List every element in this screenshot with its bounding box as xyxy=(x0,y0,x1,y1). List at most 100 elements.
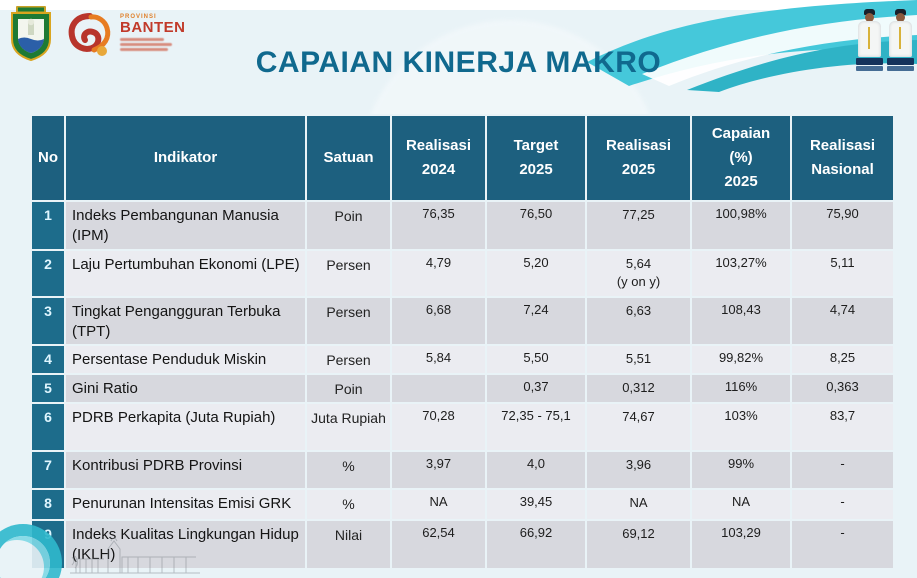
cell-satuan: % xyxy=(305,450,392,490)
cell-capaian_2025: 103,27% xyxy=(690,248,792,298)
cell-capaian_2025: NA xyxy=(690,488,792,521)
cell-realisasi_nasional: - xyxy=(790,450,895,490)
col-header-target_2025: Target 2025 xyxy=(485,114,587,202)
cell-indikator: Kontribusi PDRB Provinsi xyxy=(64,450,307,490)
table-row: 1 Indeks Pembangunan Manusia (IPM) Poin 76,… xyxy=(30,200,895,251)
cell-satuan: Persen xyxy=(305,295,392,346)
governor-vice-governor-photo-icon xyxy=(856,7,914,73)
logo-tagline-line xyxy=(120,42,172,46)
cell-realisasi_2025: 6,63 xyxy=(585,295,692,346)
cell-capaian_2025: 103,29 xyxy=(690,519,792,570)
cell-no: 8 xyxy=(30,488,66,521)
table-row: 2 Laju Pertumbuhan Ekonomi (LPE) Persen 4,7… xyxy=(30,248,895,298)
cell-realisasi_nasional: 4,74 xyxy=(790,295,895,346)
table-row: 3 Tingkat Pengangguran Terbuka (TPT) Perse… xyxy=(30,295,895,346)
logo-tagline-line xyxy=(120,47,168,51)
cell-realisasi_nasional: 5,11 xyxy=(790,248,895,298)
header-row: No Indikator Satuan Realisasi 2024 Target 20… xyxy=(30,114,895,202)
col-header-indikator: Indikator xyxy=(64,114,307,202)
cell-satuan: Persen xyxy=(305,248,392,298)
cell-capaian_2025: 103% xyxy=(690,402,792,452)
cell-indikator: Gini Ratio xyxy=(64,373,307,404)
cell-realisasi_2024: 6,68 xyxy=(390,295,487,346)
cell-realisasi_2025: 5,64 (y on y) xyxy=(585,248,692,298)
official-figure xyxy=(887,7,914,73)
col-header-satuan: Satuan xyxy=(305,114,392,202)
cell-target_2025: 7,24 xyxy=(485,295,587,346)
table-body: 1 Indeks Pembangunan Manusia (IPM) Poin 76,… xyxy=(30,200,895,570)
cell-capaian_2025: 116% xyxy=(690,373,792,404)
anniversary-logo: PROVINSI BANTEN xyxy=(60,6,186,64)
cell-realisasi_2024: 3,97 xyxy=(390,450,487,490)
cell-realisasi_nasional: - xyxy=(790,488,895,521)
cell-capaian_2025: 99,82% xyxy=(690,344,792,375)
cell-realisasi_nasional: 0,363 xyxy=(790,373,895,404)
logo-banten-label: BANTEN xyxy=(120,19,186,36)
cell-no: 7 xyxy=(30,450,66,490)
anniversary-swirl-icon xyxy=(68,13,111,56)
cell-realisasi_2024: 5,84 xyxy=(390,344,487,375)
cell-capaian_2025: 100,98% xyxy=(690,200,792,251)
cell-capaian_2025: 99% xyxy=(690,450,792,490)
col-header-capaian_2025: Capaian (%) 2025 xyxy=(690,114,792,202)
col-header-realisasi_nasional: Realisasi Nasional xyxy=(790,114,895,202)
cell-realisasi_2024: 76,35 xyxy=(390,200,487,251)
cell-realisasi_2024: 70,28 xyxy=(390,402,487,452)
cell-realisasi_2025: 0,312 xyxy=(585,373,692,404)
building-sketch-icon xyxy=(70,535,200,578)
cell-satuan: Poin xyxy=(305,373,392,404)
kpi-table: No Indikator Satuan Realisasi 2024 Target 20… xyxy=(30,114,895,570)
cell-indikator: Laju Pertumbuhan Ekonomi (LPE) xyxy=(64,248,307,298)
cell-no: 2 xyxy=(30,248,66,298)
logo-tagline-line xyxy=(120,37,164,41)
cell-realisasi_2024: 4,79 xyxy=(390,248,487,298)
table-row: 8 Penurunan Intensitas Emisi GRK% NA 39,45 N… xyxy=(30,488,895,521)
cell-satuan: Juta Rupiah xyxy=(305,402,392,452)
cell-realisasi_2024: NA xyxy=(390,488,487,521)
table-row: 7 Kontribusi PDRB Provinsi% 3,97 4,0 3,96 99%… xyxy=(30,450,895,490)
cell-no: 1 xyxy=(30,200,66,251)
cell-target_2025: 76,50 xyxy=(485,200,587,251)
cell-no: 6 xyxy=(30,402,66,452)
cell-realisasi_nasional: 83,7 xyxy=(790,402,895,452)
cell-realisasi_2025: 3,96 xyxy=(585,450,692,490)
official-figure xyxy=(856,7,883,73)
col-header-realisasi_2025: Realisasi 2025 xyxy=(585,114,692,202)
cell-realisasi_2024 xyxy=(390,373,487,404)
table-row: 9Indeks Kualitas Lingkungan Hidup (IKLH)… xyxy=(30,519,895,570)
banten-crest-icon xyxy=(8,5,54,66)
cell-realisasi_nasional: 75,90 xyxy=(790,200,895,251)
cell-indikator: Penurunan Intensitas Emisi GRK xyxy=(64,488,307,521)
cell-indikator: Indeks Pembangunan Manusia (IPM) xyxy=(64,200,307,251)
cell-target_2025: 72,35 - 75,1 xyxy=(485,402,587,452)
table-row: 6 PDRB Perkapita (Juta Rupiah) Juta Rupiah… xyxy=(30,402,895,452)
cell-satuan: Persen xyxy=(305,344,392,375)
cell-no: 3 xyxy=(30,295,66,346)
table-row: 5 Gini Ratio Poin 0,37 0,312 116% 0,363 xyxy=(30,373,895,404)
cell-realisasi_nasional: 8,25 xyxy=(790,344,895,375)
cell-satuan: % xyxy=(305,488,392,521)
cell-realisasi_2025: 69,12 xyxy=(585,519,692,570)
col-header-realisasi_2024: Realisasi 2024 xyxy=(390,114,487,202)
cell-no: 5 xyxy=(30,373,66,404)
top-white-strip xyxy=(0,0,917,10)
cell-satuan: Poin xyxy=(305,200,392,251)
cell-no: 4 xyxy=(30,344,66,375)
col-header-no: No xyxy=(30,114,66,202)
cell-indikator: PDRB Perkapita (Juta Rupiah) xyxy=(64,402,307,452)
cell-target_2025: 5,50 xyxy=(485,344,587,375)
cell-realisasi_2025: 74,67 xyxy=(585,402,692,452)
cell-satuan: Nilai xyxy=(305,519,392,570)
logo-provinsi-label: PROVINSI xyxy=(120,14,157,20)
cell-realisasi_nasional: - xyxy=(790,519,895,570)
cell-indikator: Tingkat Pengangguran Terbuka (TPT) xyxy=(64,295,307,346)
cell-target_2025: 66,92 xyxy=(485,519,587,570)
cell-realisasi_2025: NA xyxy=(585,488,692,521)
cell-realisasi_2025: 5,51 xyxy=(585,344,692,375)
cell-target_2025: 5,20 xyxy=(485,248,587,298)
cell-target_2025: 39,45 xyxy=(485,488,587,521)
cell-capaian_2025: 108,43 xyxy=(690,295,792,346)
page-title: CAPAIAN KINERJA MAKRO xyxy=(255,46,662,79)
cell-realisasi_2025: 77,25 xyxy=(585,200,692,251)
cell-indikator: Persentase Penduduk Miskin xyxy=(64,344,307,375)
